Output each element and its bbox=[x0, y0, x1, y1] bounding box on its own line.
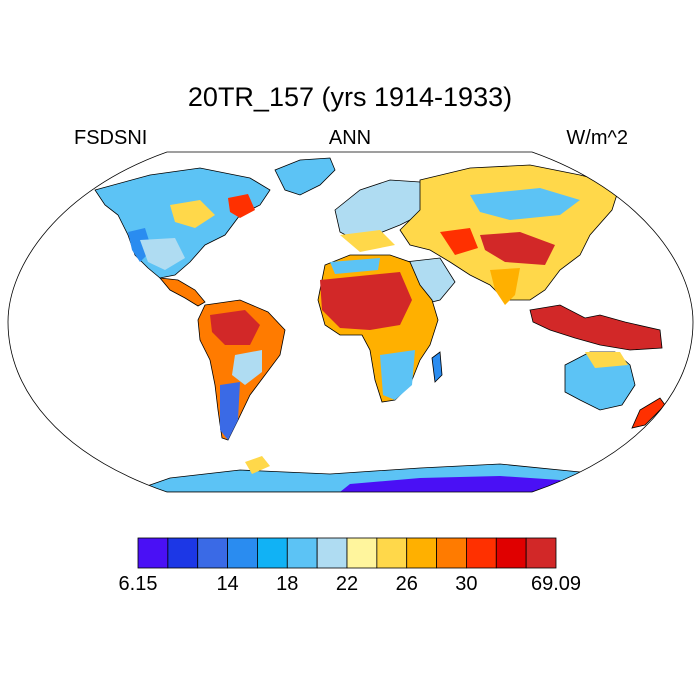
colorbar-box bbox=[495, 537, 527, 569]
colorbar-box bbox=[376, 537, 408, 569]
land-fields bbox=[94, 157, 666, 492]
colorbar-box bbox=[257, 537, 288, 569]
siberia-blue bbox=[470, 188, 580, 220]
colorbar-box bbox=[466, 537, 497, 569]
colorbar-label: 14 bbox=[216, 573, 239, 595]
colorbar-box bbox=[167, 537, 199, 569]
europe-south-warm bbox=[340, 230, 395, 252]
colorbar-box bbox=[436, 537, 467, 569]
colorbar-box bbox=[137, 537, 169, 569]
season-label: ANN bbox=[328, 127, 372, 149]
tibet-red bbox=[480, 232, 555, 265]
colorbar-box bbox=[286, 537, 318, 569]
colorbar-label: 69.09 bbox=[530, 573, 582, 595]
na-warm-center bbox=[170, 200, 215, 228]
globe-outline bbox=[7, 151, 694, 493]
sahara-red bbox=[320, 272, 412, 330]
colorbar-box bbox=[197, 537, 228, 569]
colorbar-box bbox=[346, 537, 378, 569]
colorbar-label: 30 bbox=[455, 573, 478, 595]
sa-mid-light bbox=[232, 350, 262, 385]
africa-north-blue bbox=[330, 258, 380, 274]
africa-south-blue bbox=[380, 350, 415, 400]
colorbar bbox=[137, 537, 557, 569]
antarctic-peninsula bbox=[245, 456, 270, 474]
india-warm bbox=[490, 268, 520, 305]
colorbar-label: 6.15 bbox=[118, 573, 158, 595]
greenland bbox=[274, 157, 336, 196]
colorbar-box bbox=[316, 537, 348, 569]
new-zealand bbox=[631, 397, 666, 429]
hudson-red bbox=[228, 194, 255, 218]
colorbar-label: 26 bbox=[395, 573, 418, 595]
variable-name-label: FSDSNI bbox=[74, 127, 148, 149]
colorbar-box bbox=[406, 537, 437, 569]
colorbar-label: 22 bbox=[335, 573, 359, 595]
na-southwest bbox=[140, 238, 185, 270]
antarctica-east-blue bbox=[340, 476, 570, 492]
central-asia-red bbox=[440, 228, 478, 255]
colorbar-label: 18 bbox=[276, 573, 299, 595]
map-title: 20TR_157 (yrs 1914-1933) bbox=[187, 82, 513, 112]
amazon-red bbox=[210, 310, 260, 345]
colorbar-box bbox=[227, 537, 258, 569]
colorbar-box bbox=[525, 537, 557, 569]
madagascar bbox=[431, 351, 443, 383]
indonesia bbox=[529, 304, 663, 351]
australia-north-warm bbox=[585, 352, 628, 368]
units-label: W/m^2 bbox=[566, 127, 628, 149]
sa-south-blue bbox=[220, 382, 240, 440]
central-america bbox=[159, 277, 206, 307]
